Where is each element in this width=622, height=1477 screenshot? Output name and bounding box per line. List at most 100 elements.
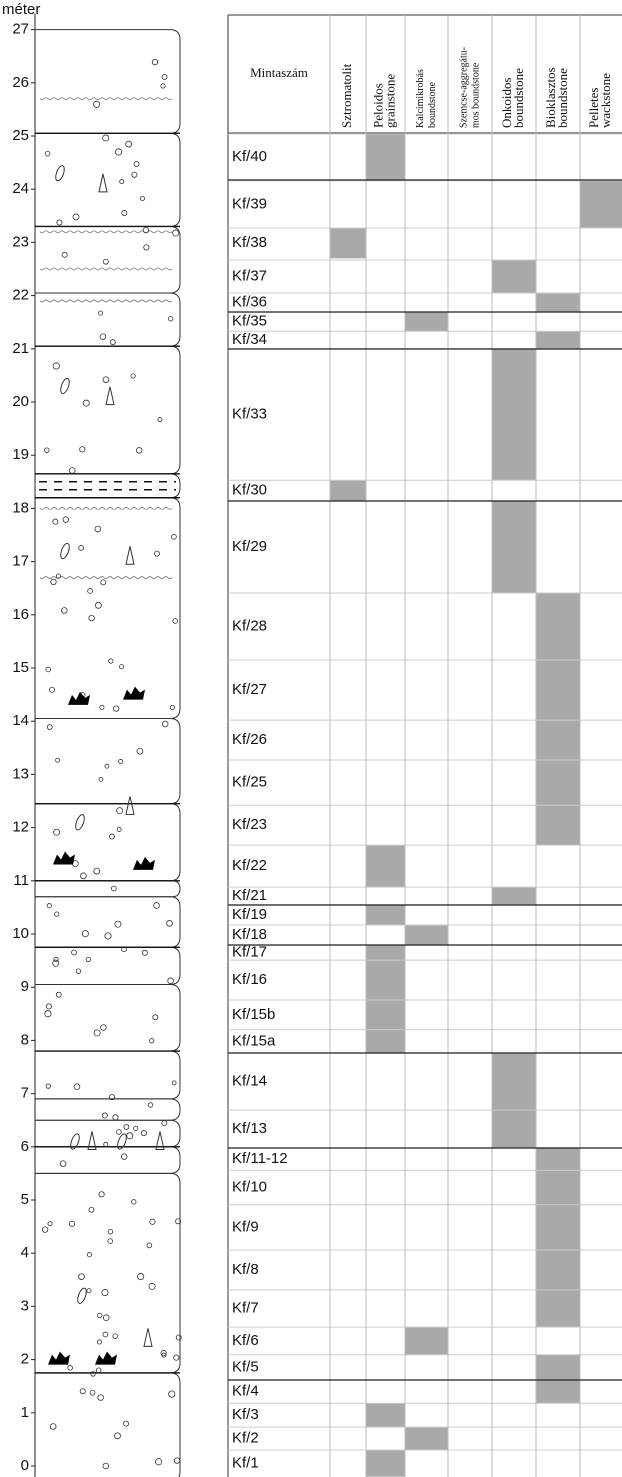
gastropod [87,1131,97,1150]
tick-label: 0 [21,1457,29,1474]
grain [123,1124,130,1130]
sample-label: Kf/4 [232,1382,259,1399]
grain [44,447,50,453]
facies-cell [366,1029,405,1054]
facies-cell [536,1354,580,1380]
tick-label: 2 [21,1351,29,1368]
grain [52,362,60,370]
sample-label: Kf/37 [232,267,267,284]
grain [50,578,57,586]
facies-cell [536,331,580,349]
facies-cell [366,133,405,181]
sample-label: Kf/27 [232,681,267,698]
sample-label: Kf/16 [232,971,267,988]
facies-cell [405,1427,448,1451]
bioclast [77,1287,87,1304]
grain [80,872,87,880]
grain [56,219,63,226]
grain [49,1423,57,1430]
sample-label: Kf/13 [232,1120,267,1137]
grain [114,148,123,156]
coral [68,691,90,705]
sample-label: Kf/38 [232,234,267,251]
grain [104,932,112,940]
sample-label: Kf/26 [232,731,267,748]
facies-cell [580,180,622,229]
grain [41,1226,49,1233]
grain [135,447,143,454]
sample-label: Kf/3 [232,1406,259,1423]
bed [35,473,181,499]
grain [86,1288,92,1294]
bed [35,345,181,475]
grain [53,956,59,963]
grain [133,1125,139,1131]
stromatolite [39,267,173,271]
bed [35,1372,181,1477]
sample-label: Kf/6 [232,1332,259,1349]
grain [148,1282,156,1290]
grain [123,1420,129,1427]
grain [167,977,174,985]
grain [160,83,166,89]
sample-label: Kf/5 [232,1358,259,1375]
grain [45,1003,52,1010]
grain [104,763,110,769]
bioclast [60,377,70,395]
coral [48,1351,70,1365]
stromatolite [39,299,173,303]
column-header: boundstone [427,81,438,128]
bed [35,803,181,882]
grain [130,373,136,379]
tick-label: 26 [12,74,29,91]
grain [99,333,107,340]
grain [113,705,120,712]
gastropod [105,386,115,406]
tick-label: 10 [12,925,29,942]
grain [109,1094,116,1101]
grain [96,1339,102,1345]
sample-label: Kf/33 [232,405,267,422]
sample-label: Kf/23 [232,816,267,833]
facies-cell [492,887,536,905]
bioclast [55,165,65,182]
facies-cell [330,228,366,259]
bioclast [117,1133,127,1150]
facies-cell [536,805,580,846]
grain [139,196,145,201]
grain [55,757,60,763]
grain [89,1389,96,1396]
grain [81,930,89,938]
grain [162,720,169,728]
tick-label: 16 [12,606,29,623]
grain [47,1221,53,1227]
bioclast [75,814,85,831]
grain [152,1014,159,1021]
grain [98,776,104,782]
tick-label: 5 [21,1191,29,1208]
axis-label: méter [2,1,40,18]
tick-label: 17 [12,553,29,570]
sample-label: Kf/39 [232,195,267,212]
bioclast [70,1133,80,1150]
grain [142,226,150,234]
grain [71,949,77,956]
column-header: Sztromatolit [339,63,354,128]
grain [175,1334,182,1341]
coral [53,851,75,865]
grain [112,1114,119,1121]
grain [112,1333,118,1339]
facies-cell [536,1289,580,1328]
bed [35,1050,181,1100]
grain [75,968,82,974]
sample-label: Kf/17 [232,944,267,961]
column-header: Onkoidos [499,77,514,128]
grain [118,759,124,765]
facies-cell [366,999,405,1030]
grain [121,210,128,216]
sample-label: Kf/14 [232,1073,267,1090]
tick-label: 23 [12,233,29,250]
grain [151,58,159,66]
column-header: wackstone [598,73,613,128]
